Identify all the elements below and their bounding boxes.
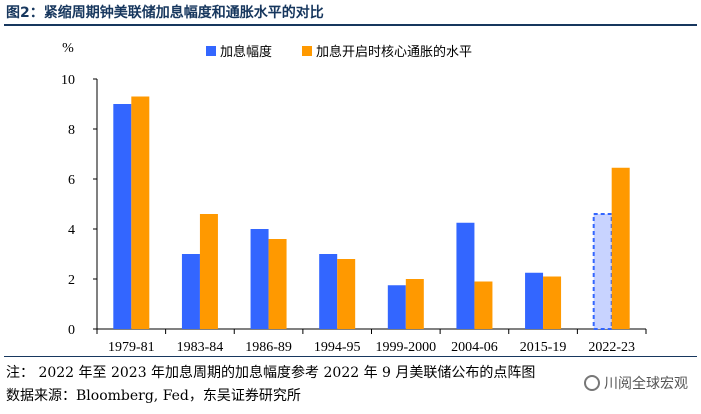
x-tick-label: 1983-84 [177,340,224,355]
y-tick-label: 2 [68,273,75,288]
y-tick-label: 8 [68,123,75,138]
bar-core-inflation [199,214,218,329]
legend-swatch-rate-hike [206,46,216,56]
x-tick-label: 1979-81 [108,340,155,355]
footnote: 注： 2022 年至 2023 年加息周期的加息幅度参考 2022 年 9 月美… [6,365,536,381]
data-source: 数据来源：Bloomberg, Fed，东吴证券研究所 [6,388,301,404]
bar-core-inflation [405,279,424,329]
bar-rate-hike [250,229,269,329]
bar-rate-hike [181,254,200,329]
bar-core-inflation [543,276,562,329]
bottom-rule [4,356,697,357]
bar-rate-hike [592,213,613,330]
bar-rate-hike [456,222,475,329]
bar-rate-hike [113,104,132,329]
bar-chart: 0 2 4 6 8 10% 1979-81 1983-84 1986-89 1994-95 1999… [61,41,647,355]
chart-title: 图2：紧缩周期钟美联储加息幅度和通胀水平的对比 [6,5,324,21]
legend-swatch-core-inflation [302,46,312,56]
bar-core-inflation [474,281,493,329]
watermark-text: 川阅全球宏观 [604,376,688,392]
bar-core-inflation [268,239,287,329]
legend-label-core-inflation: 加息开启时核心通胀的水平 [316,44,472,60]
wechat-icon [584,375,600,391]
x-tick-label: 2015-19 [520,340,567,355]
watermark: 川阅全球宏观 [581,372,691,394]
y-tick-label: 4 [68,223,75,238]
y-axis-unit: % [62,41,74,56]
x-tick-label: 1999-2000 [375,340,436,355]
bar-core-inflation [337,259,356,329]
x-tick-label: 1986-89 [245,340,292,355]
title-rule [4,24,697,26]
x-tick-label: 2022-23 [588,340,635,355]
bar-rate-hike [387,285,406,329]
y-tick-label: 0 [68,323,75,338]
x-tick-label: 1994-95 [314,340,361,355]
bar-rate-hike [525,272,544,329]
bar-core-inflation [131,96,150,329]
y-tick-label: 6 [68,173,75,188]
bar-rate-hike [319,254,338,329]
bar-core-inflation [611,167,630,329]
legend-label-rate-hike: 加息幅度 [220,44,272,60]
x-tick-label: 2004-06 [451,340,498,355]
y-tick-label: 10 [61,73,75,88]
